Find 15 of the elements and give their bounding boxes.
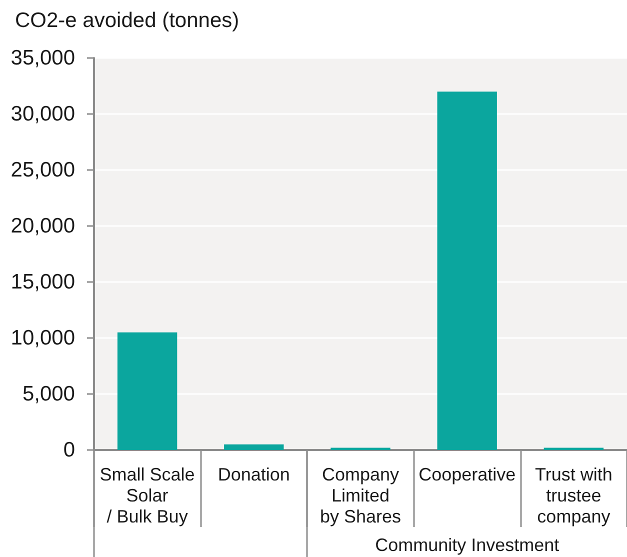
y-tick-label: 5,000 xyxy=(22,382,75,406)
x-tick-label: Trust with trustee company xyxy=(535,464,612,526)
y-tick-label: 35,000 xyxy=(10,46,75,70)
y-tick-label: 20,000 xyxy=(10,214,75,238)
x-tick-label: Company Limited by Shares xyxy=(320,464,402,526)
y-tick-label: 10,000 xyxy=(10,326,75,350)
y-tick-label: 25,000 xyxy=(10,158,75,182)
y-tick-label: 0 xyxy=(63,438,75,462)
y-tick-label: 30,000 xyxy=(10,102,75,126)
x-tick-label: Small Scale Solar / Bulk Buy xyxy=(100,464,195,526)
text: Community Investment xyxy=(375,535,560,555)
x-tick-label: Donation xyxy=(218,464,290,484)
x-tick-label: Cooperative xyxy=(418,464,516,484)
y-axis-title: CO2-e avoided (tonnes) xyxy=(15,9,240,32)
y-tick-label: 15,000 xyxy=(10,270,75,294)
